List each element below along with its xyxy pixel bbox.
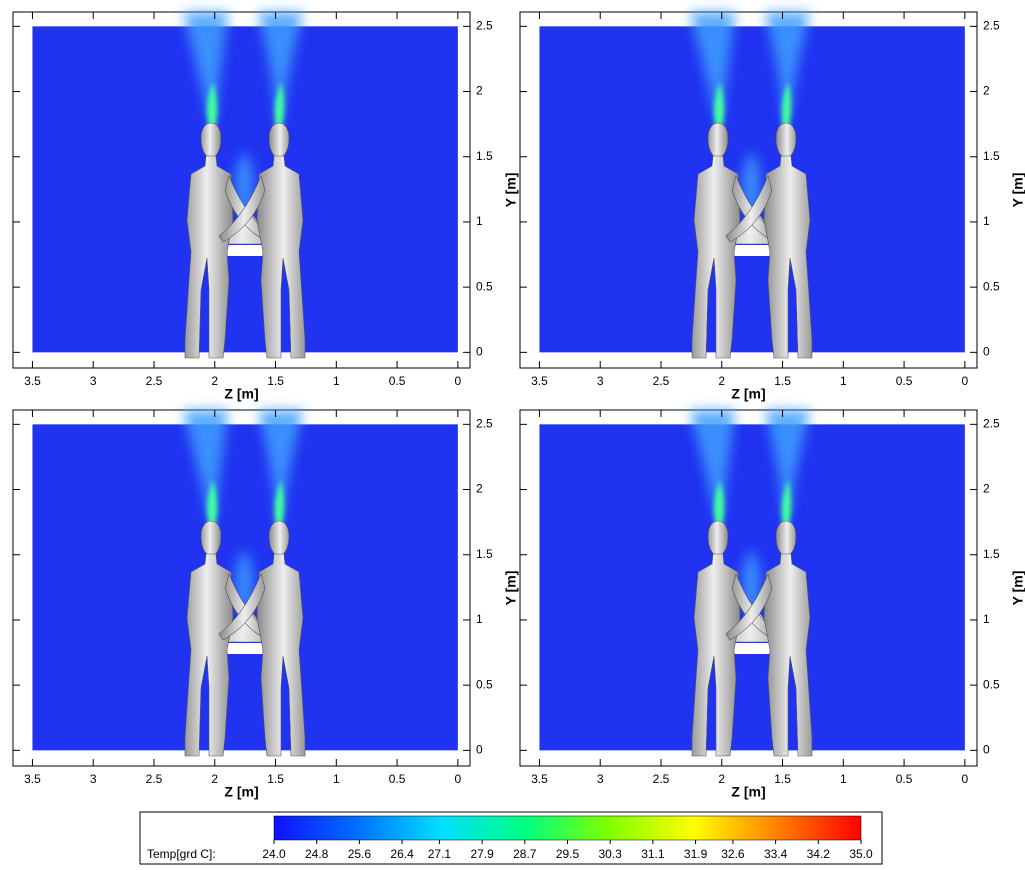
y-tick-label: 1.5 bbox=[476, 547, 493, 561]
y-tick-label: 2 bbox=[983, 84, 990, 98]
x-tick-label: 2.5 bbox=[653, 374, 670, 388]
colorbar-tick-label: 35.0 bbox=[849, 847, 873, 861]
y-tick-label: 1.5 bbox=[476, 149, 493, 163]
x-tick-label: 0 bbox=[455, 374, 462, 388]
colorbar-tick-label: 28.7 bbox=[513, 847, 537, 861]
x-tick-label: 3.5 bbox=[531, 772, 548, 786]
y-tick-label: 2 bbox=[476, 482, 483, 496]
colorbar-label: Temp[grd C]: bbox=[147, 847, 216, 861]
x-tick-label: 3.5 bbox=[24, 374, 41, 388]
y-tick-label: 2.5 bbox=[983, 417, 1000, 431]
x-tick-label: 0.5 bbox=[389, 772, 406, 786]
y-axis-label: Y [m] bbox=[1010, 173, 1025, 208]
colorbar-tick-label: 31.1 bbox=[641, 847, 665, 861]
x-axis-label: Z [m] bbox=[224, 386, 258, 402]
x-tick-label: 3 bbox=[597, 772, 604, 786]
y-axis-label: Y [m] bbox=[503, 173, 519, 208]
colorbar-tick-label: 32.6 bbox=[721, 847, 745, 861]
y-tick-label: 1.5 bbox=[983, 547, 1000, 561]
colorbar-tick-label: 25.6 bbox=[348, 847, 372, 861]
x-tick-label: 3 bbox=[90, 772, 97, 786]
x-tick-label: 1 bbox=[333, 374, 340, 388]
x-tick-label: 0 bbox=[962, 772, 969, 786]
y-tick-label: 1 bbox=[983, 612, 990, 626]
y-tick-label: 0.5 bbox=[983, 279, 1000, 293]
y-tick-label: 0.5 bbox=[476, 279, 493, 293]
colorbar-tick-label: 24.0 bbox=[262, 847, 286, 861]
y-tick-label: 2.5 bbox=[476, 19, 493, 33]
x-tick-label: 0 bbox=[962, 374, 969, 388]
y-tick-label: 1 bbox=[476, 214, 483, 228]
y-tick-label: 1 bbox=[983, 214, 990, 228]
y-axis-label: Y [m] bbox=[1010, 571, 1025, 606]
y-tick-label: 0 bbox=[983, 743, 990, 757]
colorbar bbox=[273, 815, 862, 841]
colorbar-tick-label: 31.9 bbox=[684, 847, 708, 861]
colorbar-tick-label: 29.5 bbox=[556, 847, 580, 861]
y-tick-label: 1.5 bbox=[983, 149, 1000, 163]
x-tick-label: 1.5 bbox=[267, 374, 284, 388]
colorbar-tick-label: 33.4 bbox=[764, 847, 788, 861]
x-axis-label: Z [m] bbox=[224, 784, 258, 800]
y-tick-label: 0 bbox=[983, 345, 990, 359]
y-tick-label: 0 bbox=[476, 345, 483, 359]
x-tick-label: 2 bbox=[211, 374, 218, 388]
x-tick-label: 3.5 bbox=[531, 374, 548, 388]
colorbar-tick-label: 27.1 bbox=[428, 847, 452, 861]
x-tick-label: 1 bbox=[333, 772, 340, 786]
x-axis-label: Z [m] bbox=[731, 386, 765, 402]
y-tick-label: 0 bbox=[476, 743, 483, 757]
colorbar-tick-label: 24.8 bbox=[305, 847, 329, 861]
x-tick-label: 2.5 bbox=[146, 374, 163, 388]
colorbar-tick-label: 26.4 bbox=[390, 847, 414, 861]
x-tick-label: 0.5 bbox=[389, 374, 406, 388]
y-tick-label: 2 bbox=[983, 482, 990, 496]
colorbar-tick-label: 34.2 bbox=[807, 847, 831, 861]
colorbar-tick-label: 30.3 bbox=[599, 847, 623, 861]
x-tick-label: 1 bbox=[840, 772, 847, 786]
x-tick-label: 0.5 bbox=[896, 374, 913, 388]
x-tick-label: 2.5 bbox=[653, 772, 670, 786]
x-tick-label: 1.5 bbox=[774, 772, 791, 786]
x-tick-label: 2 bbox=[718, 772, 725, 786]
x-axis-label: Z [m] bbox=[731, 784, 765, 800]
colorbar-tick-label: 27.9 bbox=[470, 847, 494, 861]
x-tick-label: 3.5 bbox=[24, 772, 41, 786]
x-tick-label: 3 bbox=[90, 374, 97, 388]
y-tick-label: 0.5 bbox=[476, 677, 493, 691]
y-tick-label: 0.5 bbox=[983, 677, 1000, 691]
x-tick-label: 0 bbox=[455, 772, 462, 786]
x-tick-label: 0.5 bbox=[896, 772, 913, 786]
x-tick-label: 3 bbox=[597, 374, 604, 388]
x-tick-label: 2 bbox=[211, 772, 218, 786]
x-tick-label: 2.5 bbox=[146, 772, 163, 786]
y-tick-label: 2.5 bbox=[983, 19, 1000, 33]
y-tick-label: 2.5 bbox=[476, 417, 493, 431]
y-tick-label: 1 bbox=[476, 612, 483, 626]
x-tick-label: 1.5 bbox=[774, 374, 791, 388]
y-tick-label: 2 bbox=[476, 84, 483, 98]
x-tick-label: 1 bbox=[840, 374, 847, 388]
y-axis-label: Y [m] bbox=[503, 571, 519, 606]
x-tick-label: 1.5 bbox=[267, 772, 284, 786]
x-tick-label: 2 bbox=[718, 374, 725, 388]
